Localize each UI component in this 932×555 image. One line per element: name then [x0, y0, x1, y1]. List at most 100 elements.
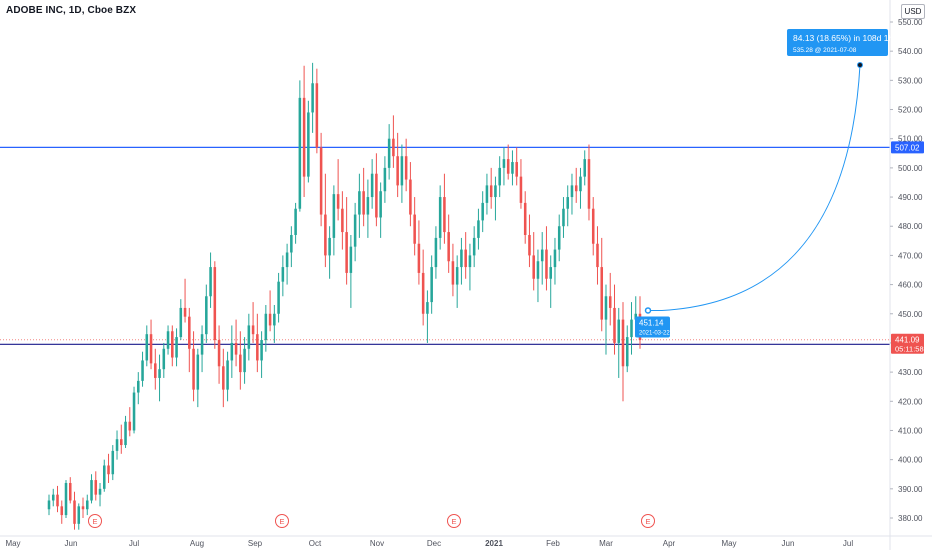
candle-body: [387, 138, 391, 168]
candle-body: [383, 167, 387, 192]
earnings-marker[interactable]: E: [447, 514, 461, 528]
price-tag-resistance: [891, 141, 924, 154]
candle-body: [362, 191, 365, 215]
candle-body: [213, 267, 217, 341]
candle-body: [319, 147, 323, 215]
candle-body: [175, 337, 178, 358]
candle-body: [120, 439, 123, 446]
candle-body: [307, 112, 310, 177]
candle-body: [557, 226, 561, 250]
candle-body: [188, 316, 191, 349]
candle-body: [111, 450, 115, 475]
candle-body: [98, 488, 102, 495]
candle-body: [154, 363, 157, 378]
candle-body: [617, 319, 621, 343]
candle-body: [421, 272, 425, 314]
candle-body: [230, 342, 234, 361]
x-tick-label: Jun: [782, 539, 795, 548]
projection-start-date: 2021-03-22: [639, 330, 670, 336]
candle-body: [417, 243, 421, 273]
x-tick-label: Apr: [663, 539, 676, 548]
candle-body: [145, 334, 149, 361]
candle-body: [494, 185, 497, 198]
currency-badge[interactable]: USD: [901, 4, 925, 19]
projection-summary-bg: [787, 29, 888, 56]
earnings-marker-circle: [641, 514, 655, 528]
candle-body: [158, 369, 161, 378]
earnings-marker-label: E: [451, 517, 456, 526]
candle-body: [273, 313, 276, 326]
candle-body: [375, 173, 378, 218]
candle-body: [472, 237, 476, 256]
candle-body: [264, 313, 268, 341]
projection-path: [648, 64, 861, 311]
candle-body: [438, 197, 442, 238]
candle-body: [349, 246, 353, 273]
candle-body: [328, 237, 331, 256]
candle-body: [298, 97, 302, 209]
current-price-tag: [891, 333, 924, 354]
y-tick-label: 400.00: [898, 456, 923, 465]
x-tick-label: 2021: [485, 539, 503, 548]
earnings-marker[interactable]: E: [275, 514, 289, 528]
projection-summary: 84.13 (18.65%) in 108d 1h: [793, 33, 893, 43]
earnings-marker[interactable]: E: [641, 514, 655, 528]
candle-body: [511, 162, 514, 174]
horizontal-lines: [0, 146, 890, 345]
candle-body: [324, 214, 327, 256]
candle-body: [613, 307, 616, 343]
candle-body: [566, 197, 569, 209]
candle-body: [579, 176, 582, 192]
candle-body: [468, 255, 472, 268]
candle-body: [366, 197, 370, 215]
candle-body: [523, 202, 527, 235]
candle-body: [574, 185, 578, 192]
earnings-marker-circle: [447, 514, 461, 528]
candle-body: [166, 331, 170, 349]
candle-body: [277, 281, 280, 314]
x-tick-label: Sep: [248, 539, 263, 548]
projection-detail: 535.28 @ 2021-07-08: [793, 47, 857, 54]
candle-body: [630, 319, 633, 338]
y-tick-label: 540.00: [898, 47, 923, 56]
candle-body: [77, 506, 81, 524]
candle-body: [447, 232, 450, 262]
earnings-marker-label: E: [279, 517, 284, 526]
candle-body: [315, 83, 319, 148]
candle-body: [90, 480, 93, 501]
candle-body: [485, 185, 489, 203]
earnings-marker[interactable]: E: [88, 514, 102, 528]
candle-body: [392, 138, 395, 157]
x-tick-label: Dec: [427, 539, 441, 548]
candle-body: [379, 191, 382, 218]
candle-body: [260, 340, 263, 361]
candle-body: [596, 243, 599, 268]
candle-body: [285, 252, 289, 268]
x-tick-label: Aug: [190, 539, 204, 548]
earnings-marker-circle: [275, 514, 289, 528]
x-tick-label: Nov: [370, 539, 384, 548]
y-tick-label: 550.00: [898, 18, 923, 27]
candle-body: [481, 202, 484, 221]
candle-body: [85, 500, 89, 510]
candle-body: [281, 267, 285, 282]
candle-body: [226, 360, 229, 390]
y-tick-label: 520.00: [898, 106, 923, 115]
candle-body: [345, 232, 348, 273]
candle-body: [137, 380, 140, 393]
candle-body: [506, 159, 510, 174]
earnings-marker-label: E: [645, 517, 650, 526]
candle-body: [353, 214, 357, 247]
candle-body: [536, 261, 540, 279]
candle-body: [336, 194, 340, 209]
candle-body: [562, 208, 565, 227]
candle-body: [477, 220, 480, 238]
candle-body: [608, 296, 612, 308]
candle-body: [196, 354, 200, 390]
candle-body: [625, 337, 629, 367]
candle-body: [451, 261, 455, 285]
candle-body: [102, 465, 106, 489]
current-price-countdown: 05:11:58: [895, 344, 924, 353]
